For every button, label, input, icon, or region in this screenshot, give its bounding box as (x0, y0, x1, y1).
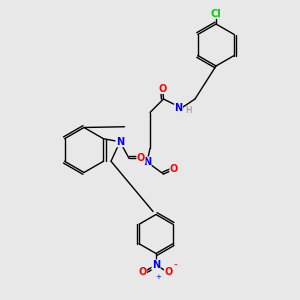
Text: H: H (185, 106, 191, 115)
Text: O: O (137, 153, 145, 163)
Text: +: + (155, 274, 161, 280)
Text: O: O (159, 83, 167, 94)
Text: O: O (164, 267, 173, 278)
Text: N: N (143, 157, 151, 167)
Text: N: N (174, 103, 183, 113)
Text: O: O (170, 164, 178, 175)
Text: Cl: Cl (211, 8, 221, 19)
Text: N: N (152, 260, 160, 270)
Text: N: N (116, 137, 124, 147)
Text: -: - (174, 259, 177, 269)
Text: O: O (138, 267, 147, 278)
